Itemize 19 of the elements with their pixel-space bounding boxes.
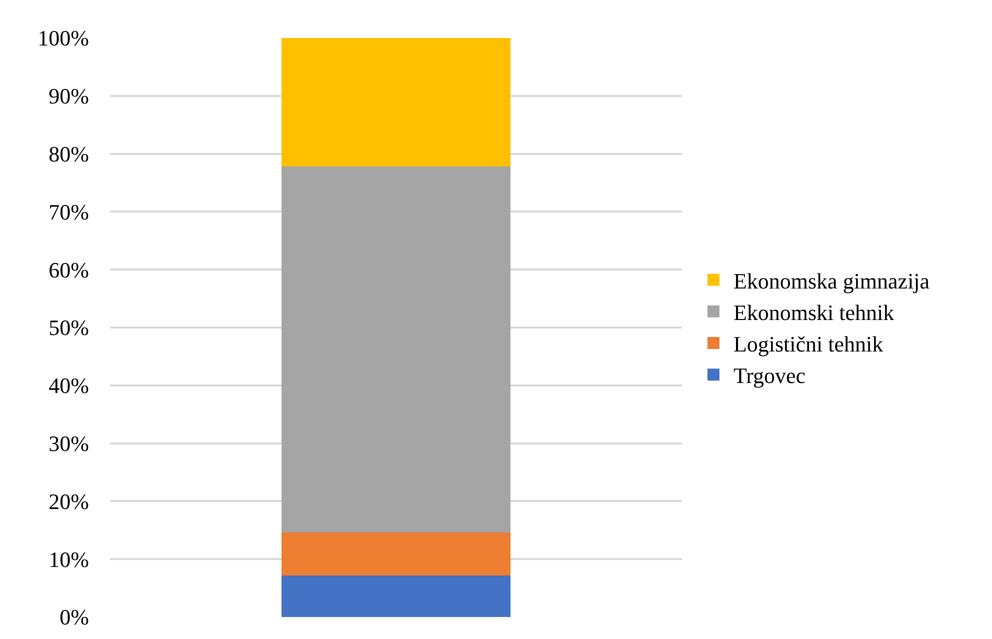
bar <box>282 532 510 576</box>
legend-label: Ekonomska gimnazija <box>733 268 930 294</box>
legend-label: Trgovec <box>733 363 806 388</box>
y-tick-label: 80% <box>48 142 89 166</box>
y-tick-label: 10% <box>48 546 89 572</box>
y-tick-label: 90% <box>48 84 89 109</box>
y-tick-label: 30% <box>48 431 89 456</box>
bar <box>282 166 510 532</box>
y-tick-label: 0% <box>60 604 89 630</box>
y-tick-label: 70% <box>48 199 89 224</box>
y-tick-label: 50% <box>48 315 89 340</box>
bar <box>282 575 510 617</box>
y-tick-label: 20% <box>48 488 89 514</box>
y-tick-label: 100% <box>38 26 89 51</box>
y-tick-label: 60% <box>48 257 89 282</box>
legend-label: Ekonomski tehnik <box>733 300 894 325</box>
bar <box>282 38 510 167</box>
legend-label: Logistični tehnik <box>733 332 884 357</box>
y-tick-label: 40% <box>48 373 89 398</box>
